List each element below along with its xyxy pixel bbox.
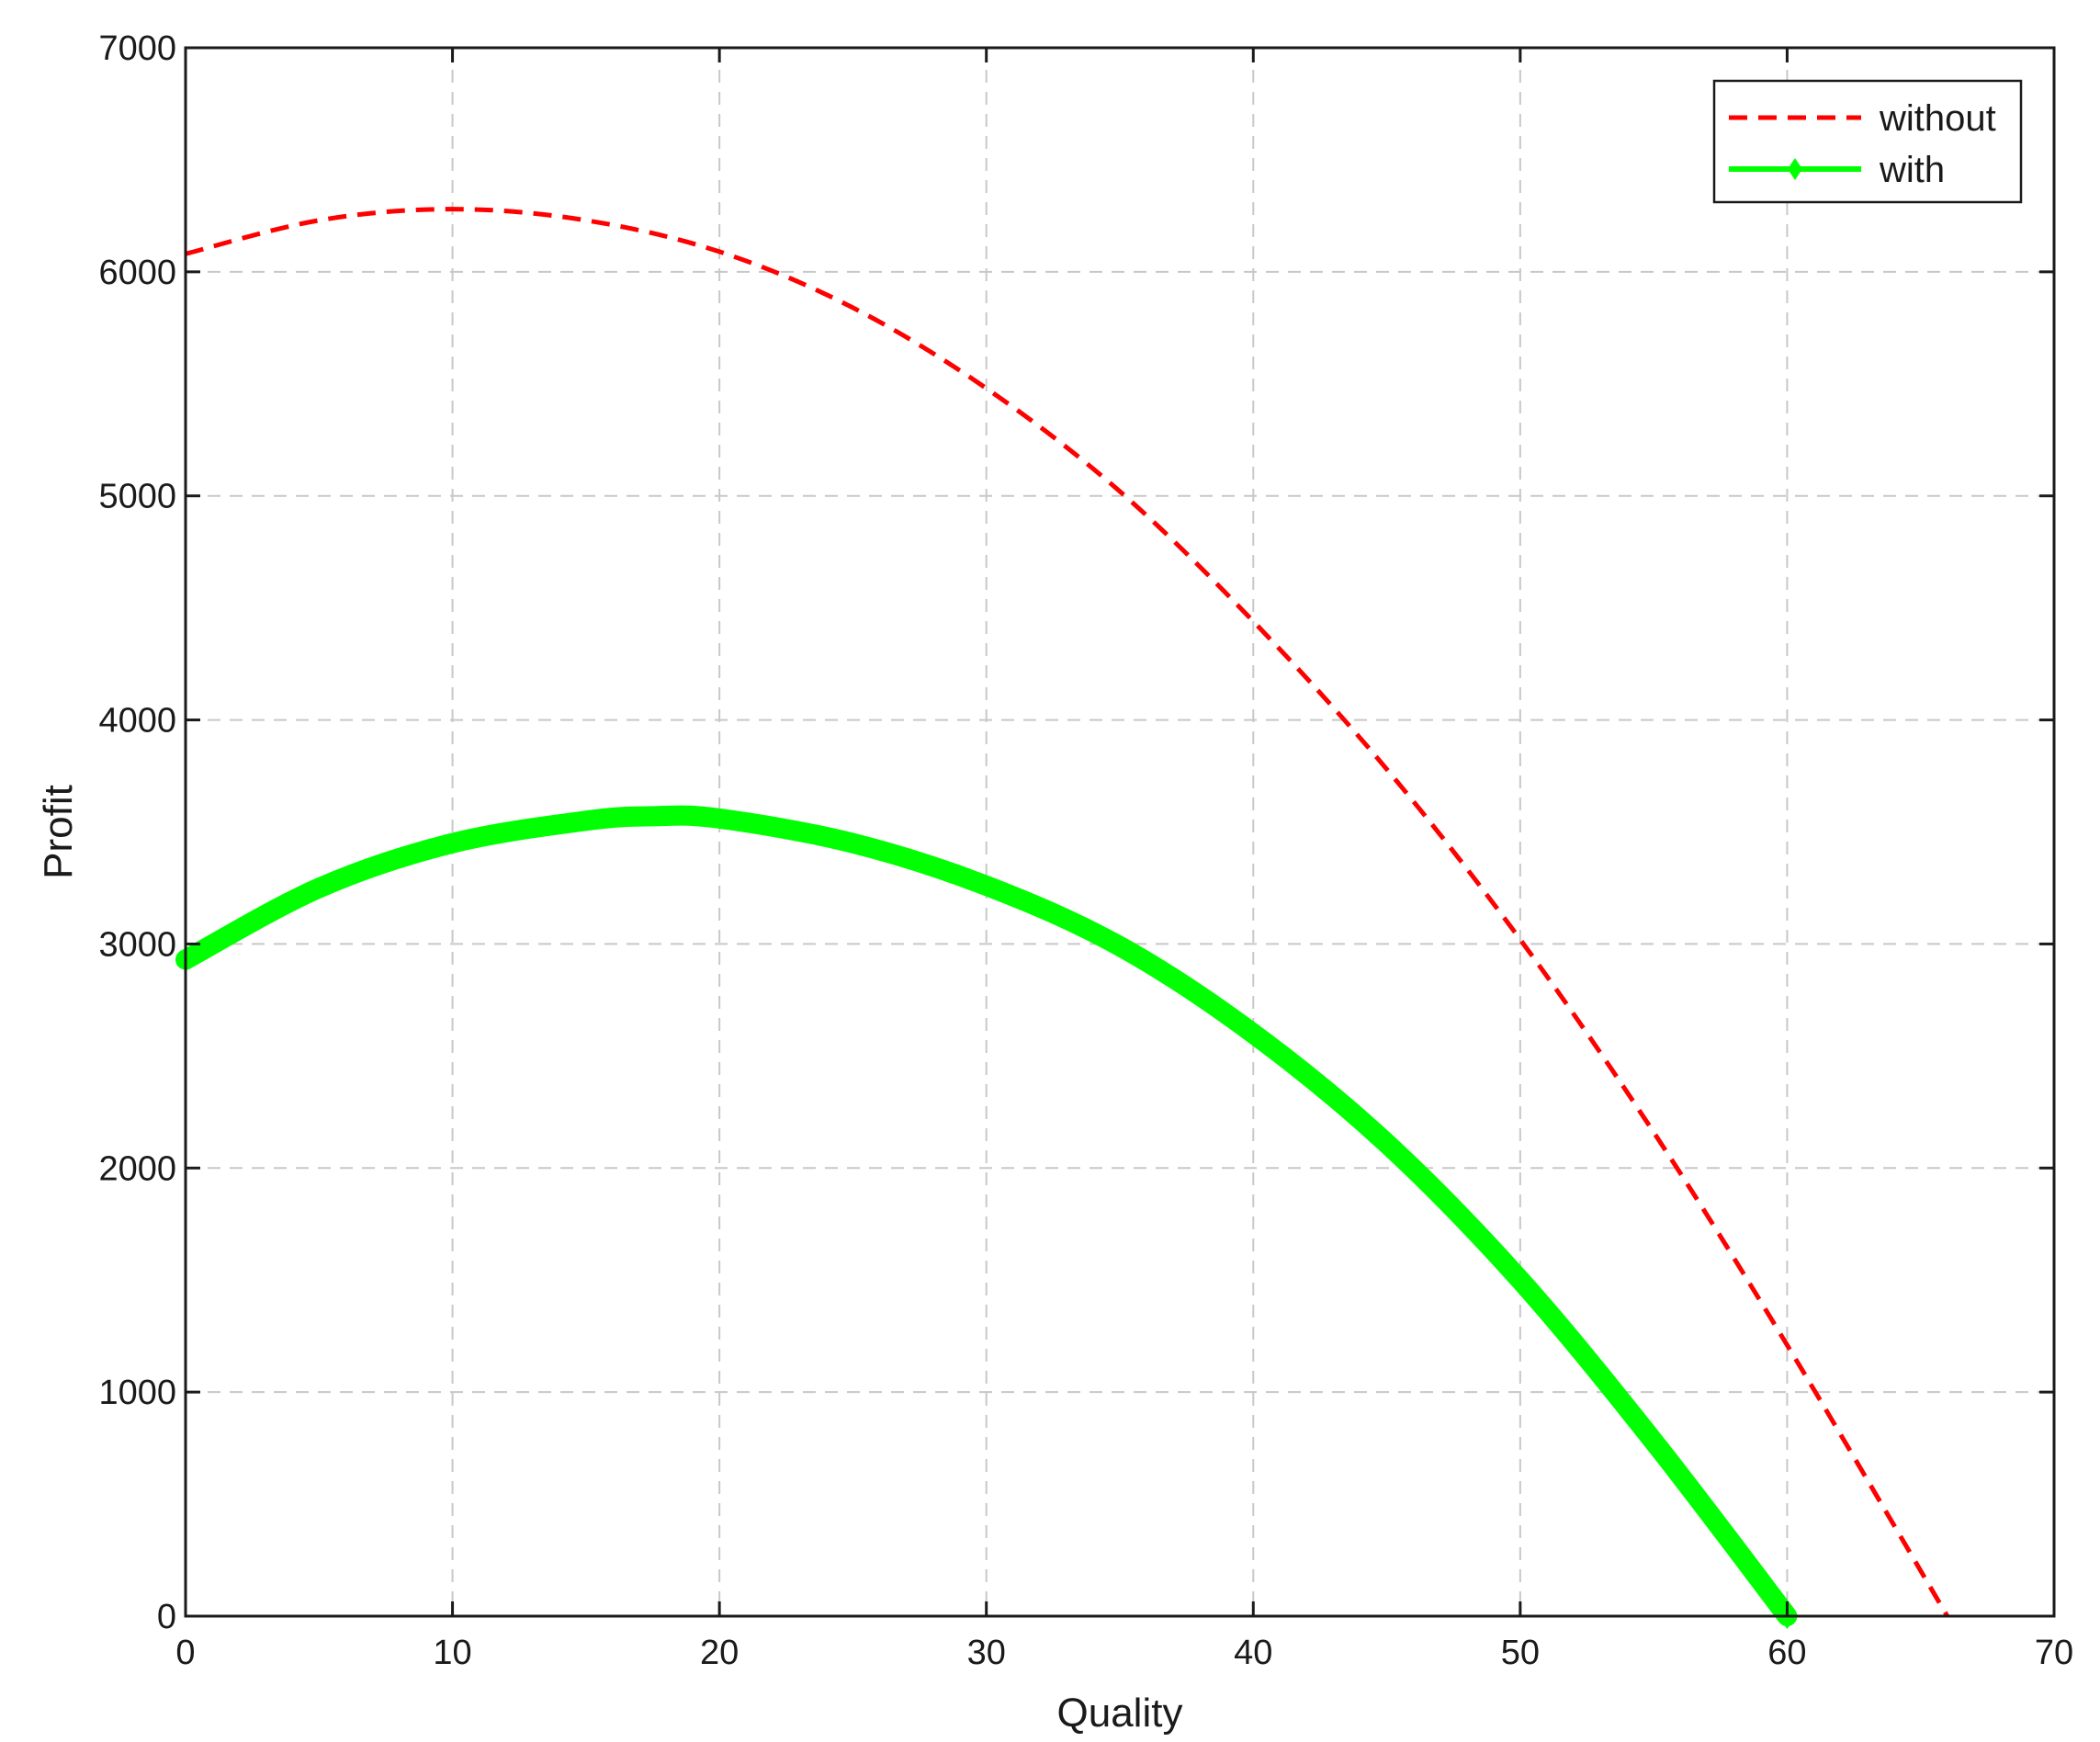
legend-label-without: without: [1879, 98, 1996, 139]
y-tick-label: 7000: [98, 29, 176, 68]
x-tick-label: 0: [175, 1634, 195, 1672]
x-tick-label: 30: [967, 1634, 1006, 1672]
x-tick-label: 40: [1234, 1634, 1272, 1672]
x-axis-title: Quality: [1057, 1691, 1183, 1736]
legend-box: [1712, 79, 2023, 204]
series-line-with: [175, 805, 1798, 1626]
plot-frame: [184, 46, 2056, 1618]
x-tick-label: 20: [700, 1634, 739, 1672]
y-tick-label: 5000: [98, 478, 176, 516]
y-tick-label: 2000: [98, 1149, 176, 1188]
legend: without with: [1712, 79, 2023, 204]
x-tick-label: 60: [1767, 1634, 1806, 1672]
series-line-without: [185, 207, 1949, 1618]
x-tick-label: 70: [2035, 1634, 2073, 1672]
y-tick-label: 0: [157, 1598, 176, 1636]
y-tick-label: 4000: [98, 702, 176, 741]
x-tick-label: 50: [1501, 1634, 1540, 1672]
y-axis-title: Profit: [36, 785, 81, 879]
legend-marker-with: [1788, 158, 1802, 180]
axis-ticks: 0 10 20 30 40 50 60 70 0 1000 2000 3000 4000 5000 6000…: [98, 29, 2073, 1672]
legend-label-with: with: [1879, 150, 1945, 190]
y-tick-label: 6000: [98, 254, 176, 292]
y-tick-label: 1000: [98, 1374, 176, 1412]
x-tick-label: 10: [433, 1634, 471, 1672]
y-tick-label: 3000: [98, 925, 176, 964]
